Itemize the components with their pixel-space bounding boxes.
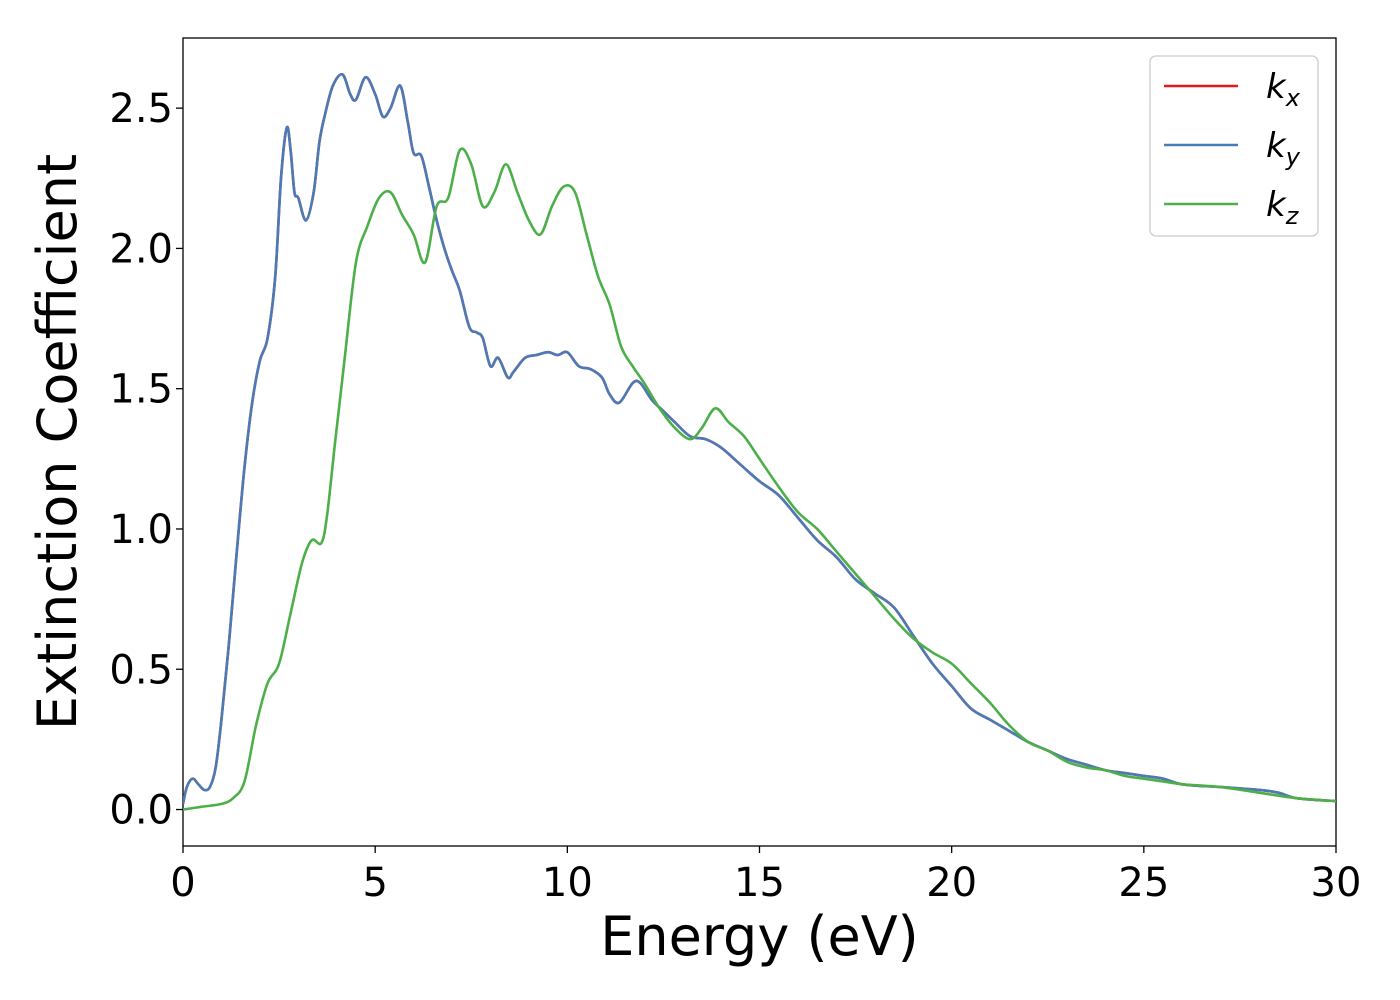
y-tick-label: 2.5 [109, 86, 173, 132]
y-tick-label: 1.0 [109, 507, 173, 553]
y-tick-label: 1.5 [109, 367, 173, 413]
legend-label-main: k [1266, 185, 1287, 225]
x-tick-label: 5 [362, 860, 387, 906]
x-tick-label: 0 [170, 860, 195, 906]
legend-label-sub: y [1285, 143, 1301, 171]
legend-label-main: k [1266, 67, 1287, 107]
legend-label-k-x: kx [1266, 67, 1301, 112]
x-tick-label: 15 [734, 860, 785, 906]
x-axis-title: Energy (eV) [600, 905, 919, 968]
legend-label-main: k [1266, 126, 1287, 166]
legend-label-k-y: ky [1266, 126, 1301, 171]
y-tick-label: 0.5 [109, 647, 173, 693]
series-group [183, 72, 1336, 811]
x-tick-label: 20 [926, 860, 977, 906]
y-tick-label: 2.0 [109, 226, 173, 272]
x-axis: 0 5 10 15 20 25 30 [170, 846, 1361, 906]
y-tick-label: 0.0 [109, 788, 173, 834]
x-tick-label: 25 [1118, 860, 1169, 906]
y-axis: 0.0 0.5 1.0 1.5 2.0 2.5 [109, 86, 183, 834]
legend-label-sub: x [1285, 84, 1301, 112]
legend-label-k-z: kz [1266, 185, 1300, 230]
series-line-k-y [183, 72, 1336, 805]
x-tick-label: 10 [542, 860, 593, 906]
series-line-k-z [183, 147, 1336, 811]
legend-label-sub: z [1285, 202, 1300, 230]
y-axis-title: Extinction Coefficient [26, 154, 89, 730]
x-tick-label: 30 [1311, 860, 1362, 906]
